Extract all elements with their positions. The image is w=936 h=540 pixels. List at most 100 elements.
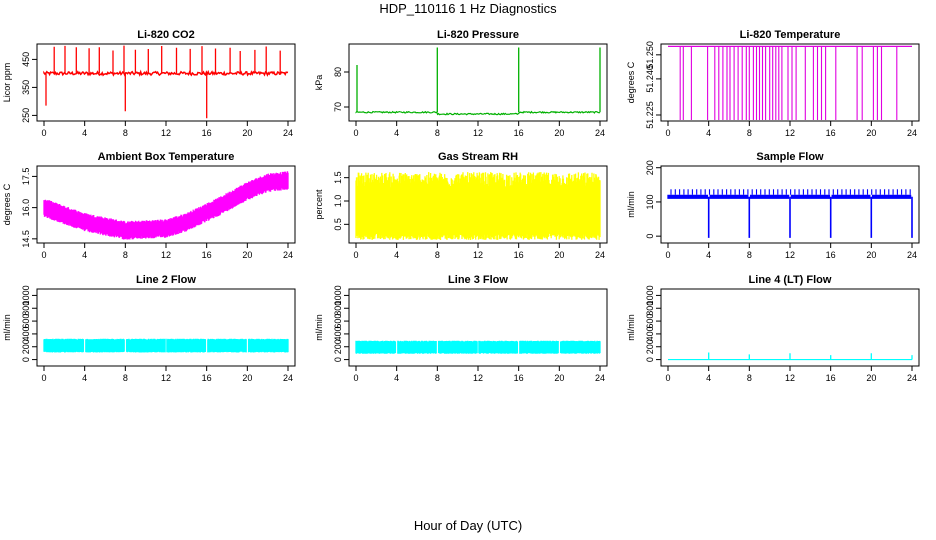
x-tick-label: 8	[435, 128, 440, 138]
y-tick-label: 800	[21, 301, 31, 316]
chart-title: Line 4 (LT) Flow	[749, 274, 832, 286]
x-tick-label: 0	[665, 128, 670, 138]
x-tick-label: 4	[706, 373, 711, 383]
x-tick-label: 8	[123, 373, 128, 383]
x-tick-label: 0	[41, 250, 46, 260]
x-tick-label: 24	[595, 128, 605, 138]
data-series	[43, 69, 289, 77]
y-tick-label: 0	[645, 234, 655, 239]
x-tick-label: 4	[706, 128, 711, 138]
x-tick-label: 8	[123, 250, 128, 260]
data-series	[43, 338, 289, 353]
chart-panel-3: Li-820 Temperature 0 4 8 12 16 20 24 51.225 51.24…	[626, 29, 920, 138]
x-tick-label: 4	[82, 128, 87, 138]
x-tick-label: 8	[747, 373, 752, 383]
y-tick-label: 51.240	[645, 65, 655, 93]
page-title: HDP_110116 1 Hz Diagnostics	[379, 1, 557, 16]
y-tick-label: 0	[645, 357, 655, 362]
x-tick-label: 20	[866, 128, 876, 138]
data-dips	[707, 196, 913, 238]
y-tick-label: 16.0	[21, 199, 31, 217]
chart-panel-4: Ambient Box Temperature 0 4 8 12 16 20 24 14.5 16…	[2, 151, 296, 260]
plot-frame	[348, 288, 608, 367]
x-tick-label: 0	[41, 373, 46, 383]
chart-title: Sample Flow	[756, 151, 824, 163]
y-tick-label: 600	[645, 314, 655, 329]
chart-title: Li-820 Temperature	[740, 29, 841, 41]
x-tick-label: 20	[554, 128, 564, 138]
data-spikes	[679, 46, 898, 120]
x-tick-label: 0	[41, 128, 46, 138]
y-tick-label: 1000	[645, 285, 655, 305]
x-tick-label: 16	[826, 128, 836, 138]
x-tick-label: 16	[514, 250, 524, 260]
data-series	[355, 340, 601, 354]
plot-frame	[660, 43, 920, 122]
data-series	[355, 172, 601, 240]
y-axis-label: ml/min	[626, 314, 636, 341]
chart-panel-2: Li-820 Pressure 0 4 8 12 16 20 24 70 80 kPa	[314, 29, 608, 138]
x-tick-label: 12	[473, 373, 483, 383]
x-tick-label: 12	[161, 373, 171, 383]
data-dips	[45, 73, 208, 119]
chart-title: Line 2 Flow	[136, 274, 196, 286]
y-tick-label: 1000	[21, 285, 31, 305]
x-tick-label: 4	[82, 373, 87, 383]
x-tick-label: 8	[435, 373, 440, 383]
x-tick-label: 20	[242, 250, 252, 260]
x-tick-label: 4	[706, 250, 711, 260]
x-tick-label: 24	[283, 250, 293, 260]
y-tick-label: 600	[21, 314, 31, 329]
x-tick-label: 24	[595, 373, 605, 383]
y-tick-label: 800	[645, 301, 655, 316]
x-tick-label: 12	[473, 128, 483, 138]
x-tick-label: 24	[283, 373, 293, 383]
x-tick-label: 12	[785, 128, 795, 138]
chart-panel-5: Gas Stream RH 0 4 8 12 16 20 24 0.5 1.0 1.5 percent	[314, 151, 608, 260]
x-tick-label: 4	[394, 373, 399, 383]
plot-frame	[36, 288, 296, 367]
y-tick-label: 400	[645, 326, 655, 341]
data-series	[43, 171, 289, 240]
data-spikes	[708, 352, 913, 360]
x-tick-label: 24	[907, 128, 917, 138]
x-tick-label: 4	[82, 250, 87, 260]
x-tick-label: 20	[554, 373, 564, 383]
x-tick-label: 4	[394, 128, 399, 138]
x-tick-label: 12	[785, 373, 795, 383]
x-tick-label: 8	[123, 128, 128, 138]
y-axis-label: kPa	[314, 75, 324, 91]
y-tick-label: 200	[21, 339, 31, 354]
x-tick-label: 0	[353, 128, 358, 138]
x-tick-label: 20	[242, 373, 252, 383]
y-tick-label: 400	[333, 326, 343, 341]
chart-title: Li-820 Pressure	[437, 29, 519, 41]
y-tick-label: 80	[333, 67, 343, 77]
x-tick-label: 16	[514, 128, 524, 138]
x-tick-label: 0	[665, 250, 670, 260]
x-tick-label: 12	[161, 250, 171, 260]
x-tick-label: 0	[353, 373, 358, 383]
chart-title: Ambient Box Temperature	[98, 151, 235, 163]
y-tick-label: 350	[21, 80, 31, 95]
y-tick-label: 51.225	[645, 101, 655, 129]
x-tick-label: 20	[242, 128, 252, 138]
chart-title: Gas Stream RH	[438, 151, 518, 163]
x-tick-label: 8	[747, 128, 752, 138]
x-tick-label: 16	[514, 373, 524, 383]
data-spikes	[356, 47, 601, 113]
x-tick-label: 12	[473, 250, 483, 260]
y-axis-label: ml/min	[626, 191, 636, 218]
y-tick-label: 400	[21, 326, 31, 341]
x-tick-label: 16	[826, 250, 836, 260]
y-tick-label: 200	[645, 339, 655, 354]
x-tick-label: 16	[826, 373, 836, 383]
y-tick-label: 0	[21, 357, 31, 362]
y-tick-label: 600	[333, 314, 343, 329]
data-peaks	[670, 189, 911, 195]
data-series	[355, 110, 600, 116]
x-tick-label: 8	[747, 250, 752, 260]
x-tick-label: 12	[161, 128, 171, 138]
